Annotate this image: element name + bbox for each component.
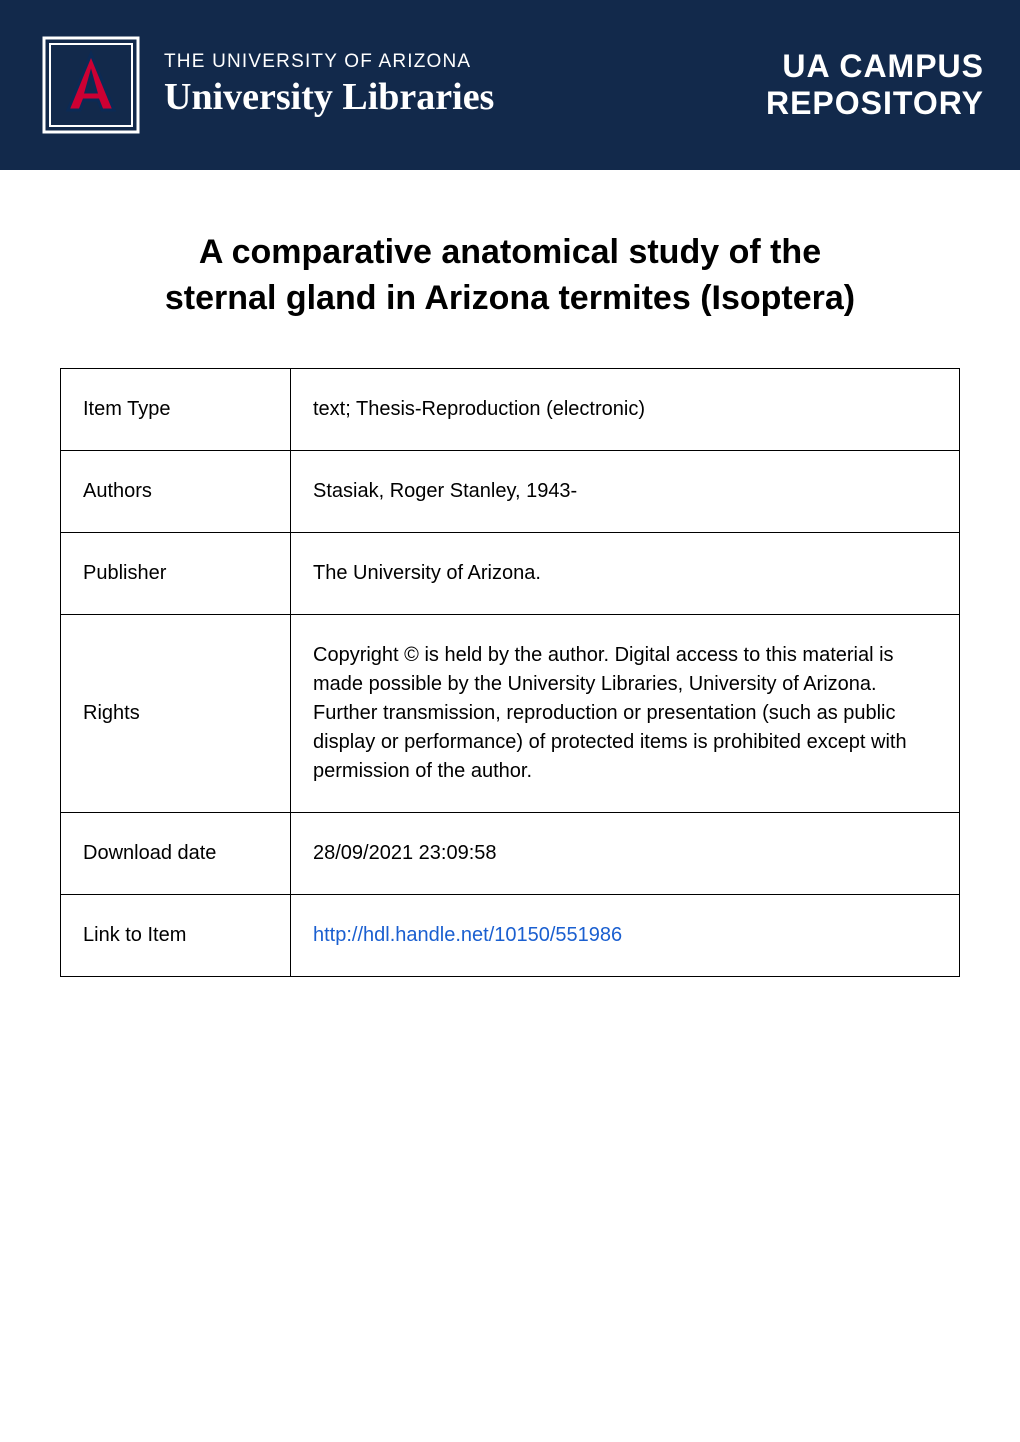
page-root: THE UNIVERSITY OF ARIZONA University Lib… (0, 0, 1020, 1442)
item-link[interactable]: http://hdl.handle.net/10150/551986 (313, 924, 622, 946)
campus-line: UA CAMPUS (782, 48, 984, 85)
table-row: Authors Stasiak, Roger Stanley, 1943- (61, 450, 960, 532)
ua-shield-icon (36, 30, 146, 140)
libraries-line: University Libraries (164, 75, 494, 119)
meta-value-item-type: text; Thesis-Reproduction (electronic) (291, 368, 960, 450)
table-row: Link to Item http://hdl.handle.net/10150… (61, 894, 960, 976)
header-right: UA CAMPUS REPOSITORY (766, 48, 984, 122)
table-row: Publisher The University of Arizona. (61, 532, 960, 614)
meta-value-link-cell: http://hdl.handle.net/10150/551986 (291, 894, 960, 976)
header-text-group: THE UNIVERSITY OF ARIZONA University Lib… (164, 51, 494, 119)
header-band: THE UNIVERSITY OF ARIZONA University Lib… (0, 0, 1020, 170)
meta-key-item-type: Item Type (61, 368, 291, 450)
title-block: A comparative anatomical study of the st… (0, 170, 1020, 368)
meta-key-link: Link to Item (61, 894, 291, 976)
header-left: THE UNIVERSITY OF ARIZONA University Lib… (36, 30, 494, 140)
meta-key-rights: Rights (61, 614, 291, 812)
meta-value-authors: Stasiak, Roger Stanley, 1943- (291, 450, 960, 532)
metadata-table: Item Type text; Thesis-Reproduction (ele… (60, 368, 960, 977)
table-row: Item Type text; Thesis-Reproduction (ele… (61, 368, 960, 450)
table-row: Rights Copyright © is held by the author… (61, 614, 960, 812)
university-line: THE UNIVERSITY OF ARIZONA (164, 51, 494, 73)
meta-key-download-date: Download date (61, 812, 291, 894)
ua-logo (36, 30, 146, 140)
title-line-1: A comparative anatomical study of the (199, 233, 821, 271)
repository-line: REPOSITORY (766, 85, 984, 122)
meta-value-rights: Copyright © is held by the author. Digit… (291, 614, 960, 812)
table-row: Download date 28/09/2021 23:09:58 (61, 812, 960, 894)
meta-key-authors: Authors (61, 450, 291, 532)
page-title: A comparative anatomical study of the st… (80, 230, 940, 322)
title-line-2: sternal gland in Arizona termites (Isopt… (165, 279, 855, 317)
meta-value-publisher: The University of Arizona. (291, 532, 960, 614)
meta-value-download-date: 28/09/2021 23:09:58 (291, 812, 960, 894)
meta-key-publisher: Publisher (61, 532, 291, 614)
